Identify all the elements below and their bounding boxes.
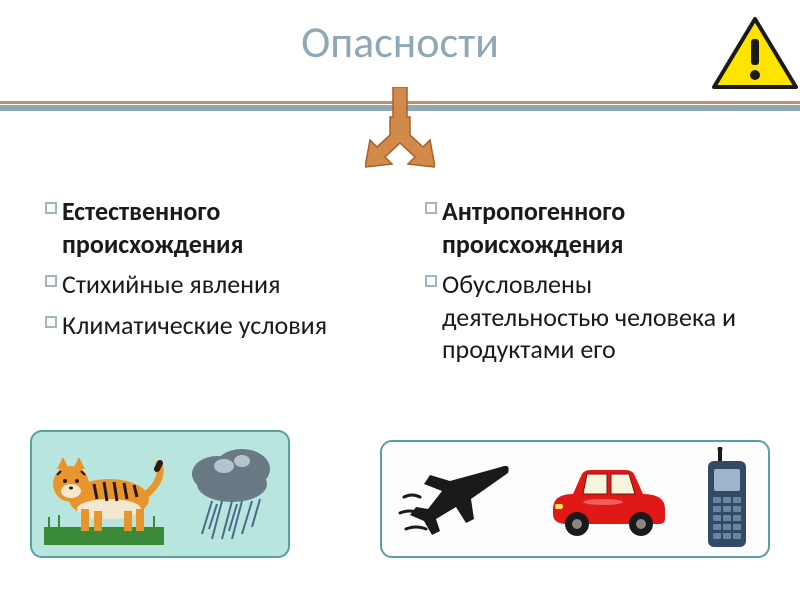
tiger-icon: [39, 439, 169, 549]
right-column: Антропогенного происхождения Обусловлены…: [420, 195, 760, 374]
left-column: Естественного происхождения Стихийные яв…: [40, 195, 380, 374]
bullet-text: Естественного происхождения: [62, 195, 380, 260]
bullet-icon: [40, 275, 62, 287]
list-item: Климатические условия: [40, 309, 380, 342]
list-item: Естественного происхождения: [40, 195, 380, 260]
bullet-icon: [420, 275, 442, 287]
bullet-icon: [40, 316, 62, 328]
airplane-icon: [396, 449, 516, 549]
bullet-icon: [40, 202, 62, 214]
warning-sign-icon: [710, 15, 800, 95]
bullet-icon: [420, 202, 442, 214]
list-item: Антропогенного происхождения: [420, 195, 760, 260]
phone-icon: [700, 447, 755, 552]
anthropogenic-illustration-box: [380, 440, 770, 558]
fork-arrow-icon: [365, 87, 435, 177]
bullet-text: Климатические условия: [62, 309, 327, 342]
page-title: Опасности: [0, 15, 800, 69]
bullet-text: Антропогенного происхождения: [442, 195, 760, 260]
car-icon: [543, 454, 673, 544]
columns-container: Естественного происхождения Стихийные яв…: [40, 195, 760, 374]
natural-illustration-box: [30, 430, 290, 558]
list-item: Обусловлены деятельностью человека и про…: [420, 268, 760, 366]
list-item: Стихийные явления: [40, 268, 380, 301]
bullet-text: Обусловлены деятельностью человека и про…: [442, 268, 760, 366]
bullet-text: Стихийные явления: [62, 268, 280, 301]
rain-cloud-icon: [182, 439, 282, 549]
